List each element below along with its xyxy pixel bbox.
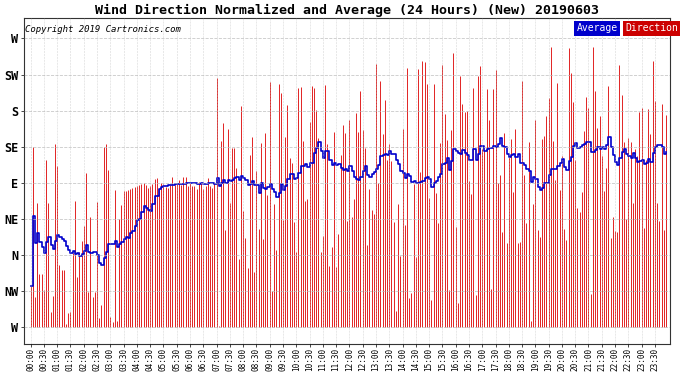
Title: Wind Direction Normalized and Average (24 Hours) (New) 20190603: Wind Direction Normalized and Average (2… bbox=[95, 4, 599, 17]
Text: Direction: Direction bbox=[625, 23, 678, 33]
Text: Copyright 2019 Cartronics.com: Copyright 2019 Cartronics.com bbox=[25, 25, 181, 34]
Text: Average: Average bbox=[577, 23, 618, 33]
